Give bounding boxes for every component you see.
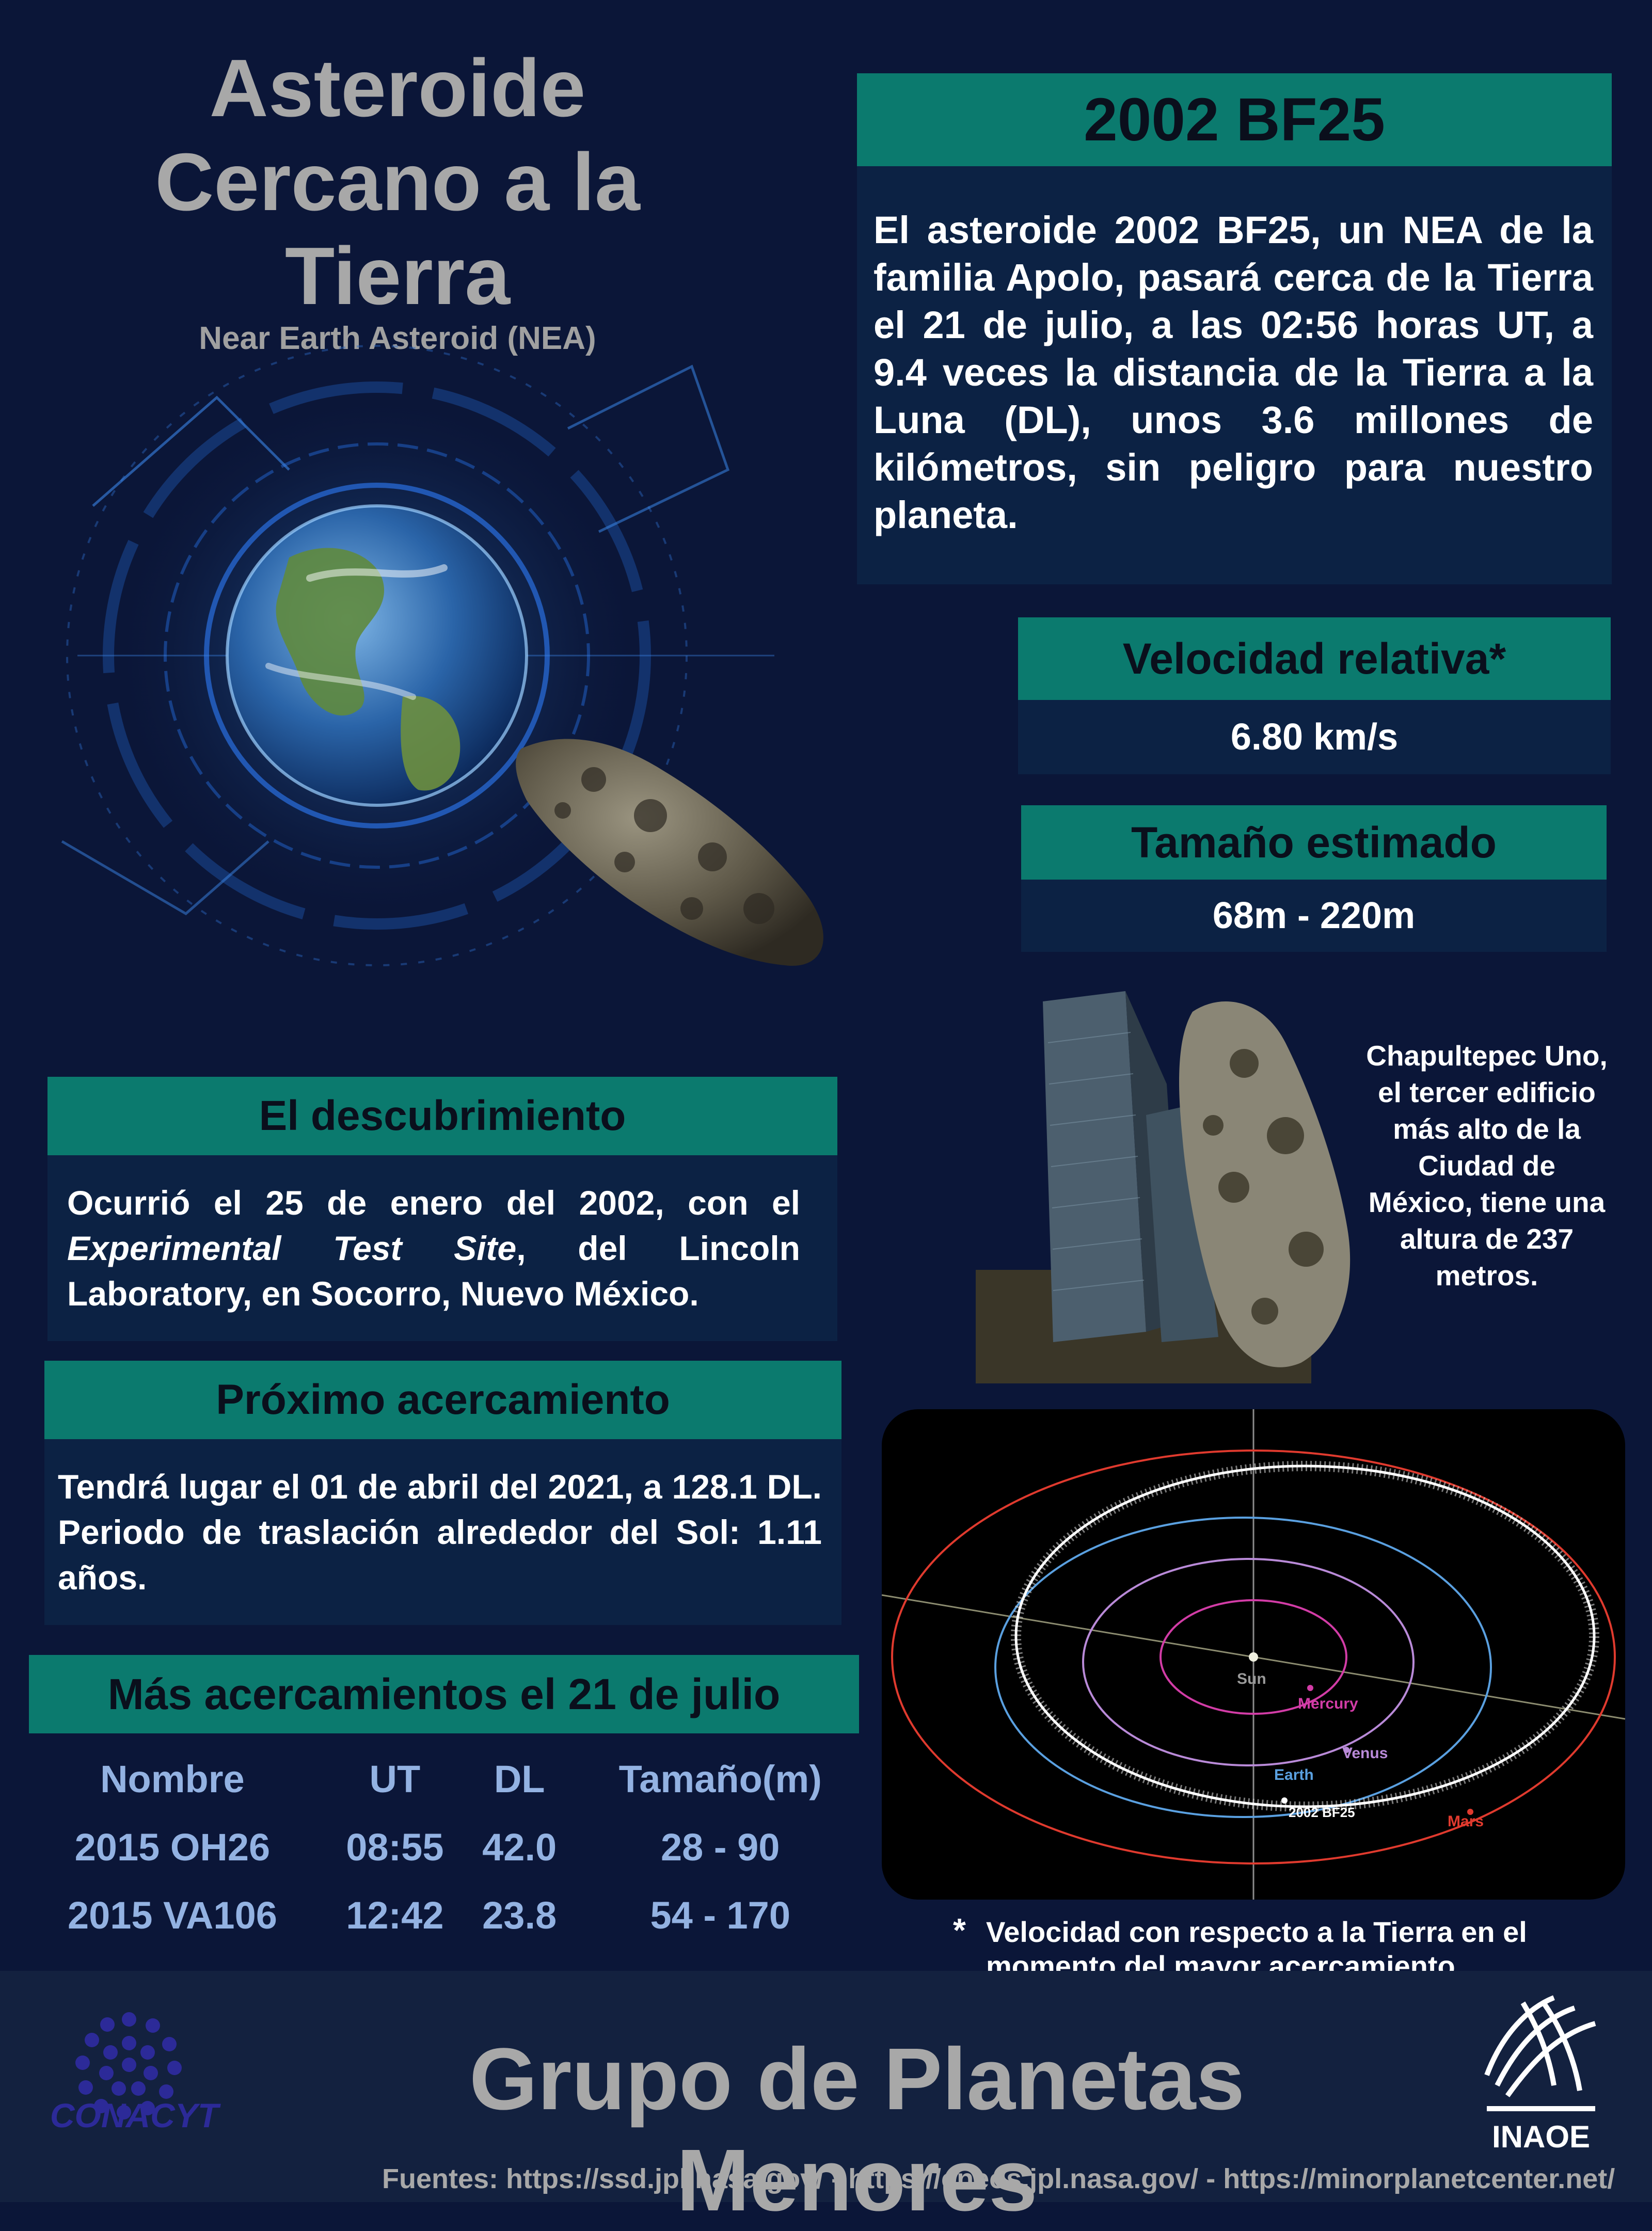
mercury-orbit bbox=[1159, 1599, 1347, 1715]
cell-ut: 08:55 bbox=[346, 1825, 444, 1869]
earth-globe bbox=[226, 504, 528, 807]
mars-orbit bbox=[891, 1449, 1616, 1865]
mercury-label: Mercury bbox=[1298, 1695, 1358, 1712]
next-approach-box bbox=[44, 1439, 841, 1625]
skyscraper bbox=[1043, 991, 1218, 1342]
inaoe-logo-icon: INAOE bbox=[1484, 1995, 1596, 2154]
sun-label: Sun bbox=[1237, 1670, 1266, 1687]
conacyt-logo-icon bbox=[75, 2012, 182, 2120]
earth-asteroid-illustration bbox=[61, 345, 823, 966]
cell-ut: 12:42 bbox=[346, 1893, 444, 1937]
main-title-line-3: Tierra bbox=[284, 231, 511, 322]
asteroid-description: El asteroide 2002 BF25, un NEA de la fam… bbox=[873, 209, 1593, 536]
venus-orbit bbox=[1082, 1558, 1415, 1766]
approaches-table: Nombre UT DL Tamaño(m) 2015 OH26 08:55 4… bbox=[21, 1745, 867, 1949]
table-row: 2015 VA106 12:42 23.8 54 - 170 bbox=[21, 1881, 867, 1949]
cell-name: 2015 OH26 bbox=[74, 1825, 271, 1869]
asteroid-rock bbox=[516, 739, 823, 966]
asteroid-name-heading: 2002 BF25 bbox=[857, 73, 1612, 166]
earth-orbit bbox=[994, 1517, 1492, 1818]
asteroid-orbit bbox=[1011, 1461, 1599, 1812]
footer-title: Grupo de Planetas Menores bbox=[469, 2030, 1245, 2229]
inaoe-logo-text: INAOE bbox=[1492, 2120, 1590, 2154]
building-asteroid-comparison-image bbox=[976, 991, 1351, 1383]
cell-dl: 42.0 bbox=[482, 1825, 557, 1869]
discovery-text-part-2: , del Lincoln Laboratory, en Socorro, Nu… bbox=[67, 1229, 800, 1313]
main-title-line-2: Cercano a la bbox=[155, 137, 640, 228]
main-subtitle: Near Earth Asteroid (NEA) bbox=[199, 321, 596, 356]
mars-marker bbox=[1467, 1809, 1473, 1815]
table-header-row: Nombre UT DL Tamaño(m) bbox=[21, 1745, 867, 1813]
conacyt-logo-text: CONACYT bbox=[50, 2096, 219, 2134]
footer-band bbox=[0, 1971, 1652, 2202]
cell-dl: 23.8 bbox=[482, 1893, 557, 1937]
earth-label: Earth bbox=[1274, 1766, 1314, 1783]
sources-text: Fuentes: https://ssd.jpl.nasa.gov/ - htt… bbox=[382, 2163, 1615, 2194]
column-header-name: Nombre bbox=[100, 1757, 245, 1800]
cell-size: 54 - 170 bbox=[650, 1893, 790, 1937]
velocity-value: 6.80 km/s bbox=[1018, 700, 1611, 774]
more-approaches-heading: Más acercamientos el 21 de julio bbox=[29, 1655, 859, 1733]
mercury-marker bbox=[1307, 1685, 1313, 1691]
asteroid-silhouette bbox=[1179, 1001, 1351, 1367]
main-title-line-1: Asteroide bbox=[209, 43, 586, 134]
discovery-site-name: Experimental Test Site bbox=[67, 1229, 517, 1267]
cell-name: 2015 VA106 bbox=[67, 1893, 277, 1937]
sun-marker bbox=[1249, 1652, 1258, 1662]
column-header-ut: UT bbox=[369, 1757, 421, 1800]
discovery-text-part-1: Ocurrió el 25 de enero del 2002, con el bbox=[67, 1184, 800, 1222]
comparison-caption: Chapultepec Uno, el tercer edificio más … bbox=[1366, 1040, 1608, 1292]
cell-size: 28 - 90 bbox=[661, 1825, 780, 1869]
size-heading: Tamaño estimado bbox=[1021, 805, 1607, 880]
column-header-dl: DL bbox=[494, 1757, 545, 1800]
discovery-text: Ocurrió el 25 de enero del 2002, con el … bbox=[67, 1180, 800, 1316]
mars-label: Mars bbox=[1448, 1813, 1484, 1830]
asteroid-label: 2002 BF25 bbox=[1289, 1805, 1355, 1820]
footnote-marker: * bbox=[953, 1911, 966, 1949]
column-header-size: Tamaño(m) bbox=[618, 1757, 822, 1800]
venus-marker bbox=[1343, 1747, 1349, 1753]
main-title: Asteroide Cercano a la Tierra bbox=[41, 41, 754, 323]
orbit-diagram: Sun Mercury Venus Earth 2002 BF25 Mars bbox=[882, 1409, 1625, 1900]
asteroid-description-box bbox=[857, 166, 1612, 584]
discovery-box bbox=[47, 1155, 837, 1341]
orbit-diagram-panel: Sun Mercury Venus Earth 2002 BF25 Mars bbox=[882, 1409, 1625, 1900]
size-value: 68m - 220m bbox=[1021, 880, 1607, 952]
next-approach-text: Tendrá lugar el 01 de abril del 2021, a … bbox=[58, 1468, 822, 1597]
table-row: 2015 OH26 08:55 42.0 28 - 90 bbox=[21, 1813, 867, 1881]
next-approach-heading: Próximo acercamiento bbox=[44, 1361, 841, 1439]
velocity-heading: Velocidad relativa* bbox=[1018, 617, 1611, 700]
venus-label: Venus bbox=[1342, 1745, 1388, 1762]
discovery-heading: El descubrimiento bbox=[47, 1077, 837, 1155]
asteroid-marker bbox=[1281, 1797, 1288, 1804]
